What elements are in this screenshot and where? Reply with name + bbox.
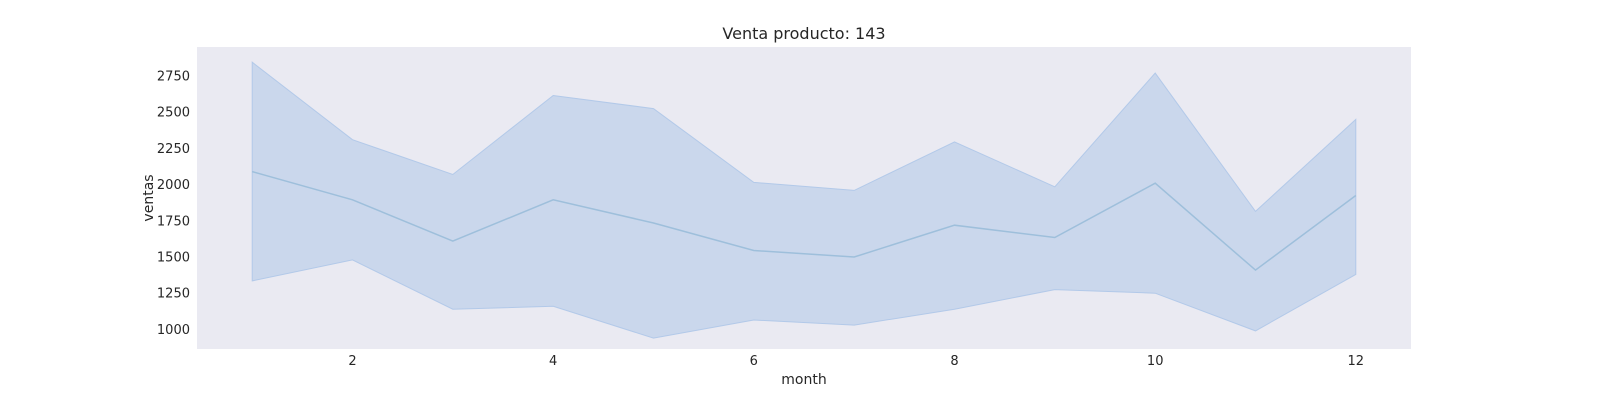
y-tick-label: 2750 bbox=[157, 70, 190, 85]
x-tick-label: 6 bbox=[750, 354, 758, 369]
x-tick-label: 4 bbox=[549, 354, 557, 369]
x-tick-label: 10 bbox=[1147, 354, 1164, 369]
x-tick-label: 8 bbox=[950, 354, 958, 369]
series-line-mean bbox=[251, 170, 1357, 272]
y-axis-label: ventas bbox=[141, 174, 157, 221]
chart-title: Venta producto: 143 bbox=[722, 24, 885, 43]
y-tick-label: 2000 bbox=[157, 178, 190, 193]
confidence-band bbox=[251, 61, 1357, 339]
x-tick-label: 12 bbox=[1348, 354, 1365, 369]
x-tick-labels: 2 4 6 8 10 12 bbox=[348, 354, 1364, 369]
y-tick-label: 1750 bbox=[157, 214, 190, 229]
confidence-band-layer bbox=[251, 61, 1357, 339]
y-tick-labels: 1000 1250 1500 1750 2000 2250 2500 2750 bbox=[157, 70, 190, 338]
y-tick-label: 2500 bbox=[157, 106, 190, 121]
mean-line-layer bbox=[251, 170, 1357, 272]
y-tick-label: 2250 bbox=[157, 142, 190, 157]
y-tick-label: 1000 bbox=[157, 323, 190, 338]
x-tick-label: 2 bbox=[348, 354, 356, 369]
y-tick-label: 1500 bbox=[157, 251, 190, 266]
y-tick-label: 1250 bbox=[157, 287, 190, 302]
x-axis-label: month bbox=[781, 372, 826, 388]
